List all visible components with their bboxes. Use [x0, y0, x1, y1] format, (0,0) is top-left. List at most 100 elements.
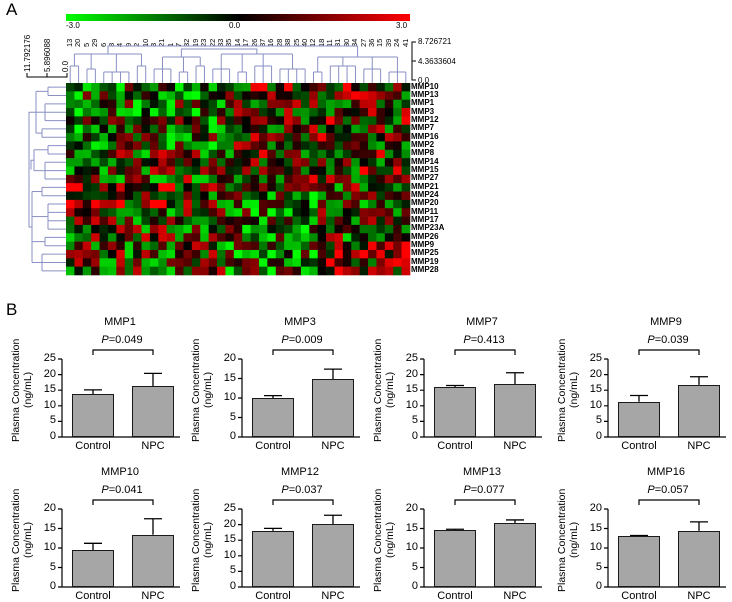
p-value-label: P=0.039: [618, 334, 718, 346]
chart-axes: [604, 349, 726, 438]
row-label: MMP17: [411, 215, 439, 225]
color-scale-min-label: -3.0: [66, 21, 80, 30]
x-category-label: NPC: [503, 590, 527, 602]
row-label: MMP13: [411, 89, 439, 99]
y-tick-label: 0: [49, 580, 56, 592]
y-tick-label: 0: [229, 580, 236, 592]
chart-axes: [58, 349, 180, 438]
row-label: MMP27: [411, 173, 439, 183]
row-dendrogram: [28, 86, 66, 272]
bar-control: [434, 387, 476, 437]
panel-b-label: B: [6, 300, 18, 319]
bar-npc: [678, 530, 720, 587]
y-tick-label: 10: [405, 541, 418, 553]
color-scale-mid-label: 0.0: [229, 21, 241, 30]
y-tick-label: 20: [43, 367, 56, 380]
y-tick-label: 5: [411, 560, 418, 573]
p-value-label: P=0.057: [618, 484, 718, 496]
column-dendrogram-scale-axis: [411, 41, 416, 81]
chart-title: MMP9: [650, 316, 682, 328]
panel-a-label: A: [6, 0, 18, 19]
p-value: =0.049: [108, 334, 143, 346]
y-tick-label: 20: [405, 502, 418, 514]
p-value-label: P=0.009: [252, 334, 352, 346]
y-tick-label: 20: [223, 352, 236, 364]
bar-npc: [494, 384, 536, 437]
p-symbol: P: [463, 484, 471, 496]
y-tick-label: 20: [589, 502, 602, 514]
y-tick-label: 15: [589, 521, 602, 534]
p-symbol: P: [647, 334, 655, 346]
row-label: MMP11: [411, 206, 439, 216]
y-tick-label: 15: [589, 383, 602, 396]
chart-title: MMP7: [466, 316, 498, 328]
row-label: MMP28: [411, 265, 439, 275]
y-tick-label: 0: [595, 580, 602, 592]
bar-chart-mmp7: MMP7 Plasma Concentration (ng/mL) Control N…: [372, 312, 552, 452]
y-tick-label: 15: [43, 383, 56, 396]
p-symbol: P: [101, 334, 109, 346]
p-symbol: P: [281, 334, 289, 346]
y-tick-label: 20: [223, 517, 236, 530]
y-tick-label: 20: [405, 367, 418, 380]
x-category-label: Control: [75, 440, 111, 452]
chart-title: MMP13: [463, 466, 501, 478]
y-tick-label: 5: [595, 414, 602, 427]
y-tick-label: 15: [223, 533, 236, 546]
p-value: =0.413: [470, 334, 505, 346]
row-dendro-scale-min: 0.0: [61, 60, 70, 72]
row-label: MMP7: [411, 123, 435, 133]
col-dendro-scale-min: 0.0: [418, 76, 430, 85]
bar-chart-mmp16: MMP16 Plasma Concentration (ng/mL) Control…: [556, 462, 732, 602]
bar-control: [434, 530, 476, 587]
bar-chart-mmp9: MMP9 Plasma Concentration (ng/mL) Control N…: [556, 312, 732, 452]
x-category-label: NPC: [321, 590, 345, 602]
col-dendro-scale-mid: 4.3633604: [418, 57, 456, 66]
bar-npc: [312, 523, 354, 587]
chart-title: MMP16: [647, 466, 685, 478]
y-tick-label: 5: [49, 414, 56, 427]
row-label: MMP12: [411, 114, 439, 124]
p-symbol: P: [463, 334, 471, 346]
y-tick-label: 25: [223, 502, 236, 514]
y-tick-label: 0: [595, 430, 602, 442]
chart-title: MMP10: [101, 466, 139, 478]
x-category-label: Control: [437, 590, 473, 602]
row-label: MMP16: [411, 131, 439, 141]
y-tick-label: 0: [49, 430, 56, 442]
y-tick-label: 20: [589, 367, 602, 380]
bar-chart-mmp3: MMP3 Plasma Concentration (ng/mL) Control N…: [190, 312, 370, 452]
p-value: =0.009: [288, 334, 323, 346]
row-label: MMP15: [411, 164, 439, 174]
bar-control: [252, 398, 294, 437]
y-tick-label: 5: [49, 560, 56, 573]
bar-control: [252, 530, 294, 587]
row-label: MMP21: [411, 181, 439, 191]
row-label: MMP8: [411, 148, 435, 158]
column-dendrogram: [69, 45, 407, 84]
bar-npc: [494, 523, 536, 587]
x-category-label: Control: [255, 590, 291, 602]
y-tick-label: 25: [405, 352, 418, 364]
bar-chart-mmp10: MMP10 Plasma Concentration (ng/mL) Control…: [10, 462, 190, 602]
p-value: =0.041: [108, 484, 143, 496]
chart-axes: [238, 499, 360, 588]
y-tick-label: 25: [43, 352, 56, 364]
y-tick-label: 15: [405, 521, 418, 534]
row-label: MMP14: [411, 156, 439, 166]
row-label: MMP24: [411, 190, 439, 200]
y-tick-label: 0: [411, 580, 418, 592]
x-category-label: Control: [255, 440, 291, 452]
y-tick-label: 0: [229, 430, 236, 442]
row-label: MMP19: [411, 256, 439, 266]
y-tick-label: 10: [405, 398, 418, 411]
x-category-label: NPC: [141, 590, 165, 602]
p-value-label: P=0.077: [434, 484, 534, 496]
x-category-label: NPC: [321, 440, 345, 452]
bar-control: [618, 536, 660, 587]
row-dendrogram-scale-axis: [26, 73, 68, 78]
p-symbol: P: [101, 484, 109, 496]
p-value-label: P=0.037: [252, 484, 352, 496]
chart-axes: [238, 349, 360, 438]
row-label: MMP26: [411, 231, 439, 241]
